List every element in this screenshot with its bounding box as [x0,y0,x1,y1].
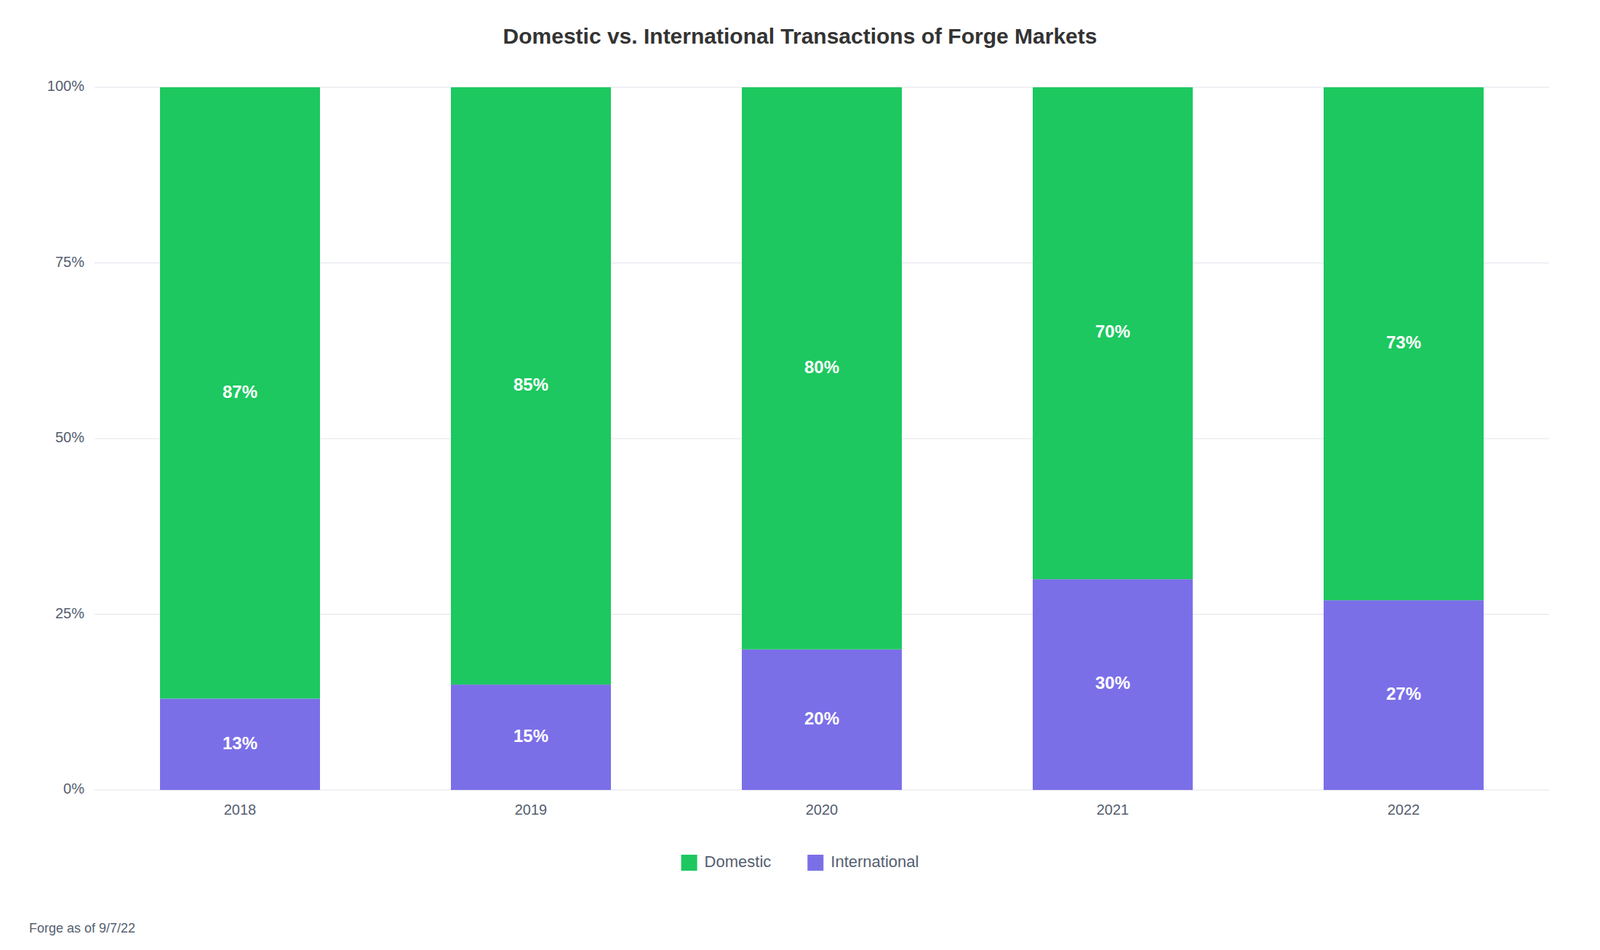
footnote: Forge as of 9/7/22 [29,920,136,936]
x-tick-label: 2018 [224,801,257,818]
data-label: 85% [513,374,549,395]
bar [1032,87,1193,579]
bar [1323,600,1484,790]
bar [160,698,320,790]
data-label: 70% [1095,321,1131,342]
data-label: 87% [222,381,258,402]
bar [160,87,320,699]
bar [450,87,611,685]
grid [94,87,1550,790]
bar [450,684,611,790]
y-tick-label: 0% [63,780,85,797]
data-label: 80% [804,357,840,377]
legend-swatch [807,854,824,871]
data-label: 30% [1095,672,1131,693]
data-label: 20% [804,708,840,728]
data-label: 73% [1386,332,1422,352]
y-tick-label: 50% [55,429,85,446]
y-axis: 0% 25% 50% 75% 100% [47,77,85,797]
legend: Domestic International [681,852,920,871]
bar [1323,87,1484,600]
legend-swatch [681,854,698,871]
data-label: 15% [513,725,549,746]
x-tick-label: 2021 [1096,801,1130,818]
y-tick-label: 75% [55,253,85,270]
legend-label: International [830,852,919,871]
bar [741,649,902,790]
data-label: 27% [1386,683,1422,704]
title: Domestic vs. International Transactions … [503,24,1098,48]
x-axis: 2018 2019 2020 2021 2022 [224,801,1421,818]
bar [741,87,902,650]
x-tick-label: 2022 [1387,801,1421,818]
y-tick-label: 25% [55,605,85,622]
bars [160,87,1484,790]
chart: Domestic vs. International Transactions … [0,0,1600,950]
y-tick-label: 100% [47,77,85,94]
x-tick-label: 2020 [805,801,839,818]
page: {"chart_data": { "type": "bar", "stacked… [0,0,1600,950]
legend-label: Domestic [704,852,772,871]
bar [1032,578,1193,790]
x-tick-label: 2019 [514,801,548,818]
data-labels: 13% 15% 20% 30% 27% 87% 85% 80% 70% 73% [222,321,1422,752]
data-label: 13% [222,733,258,753]
